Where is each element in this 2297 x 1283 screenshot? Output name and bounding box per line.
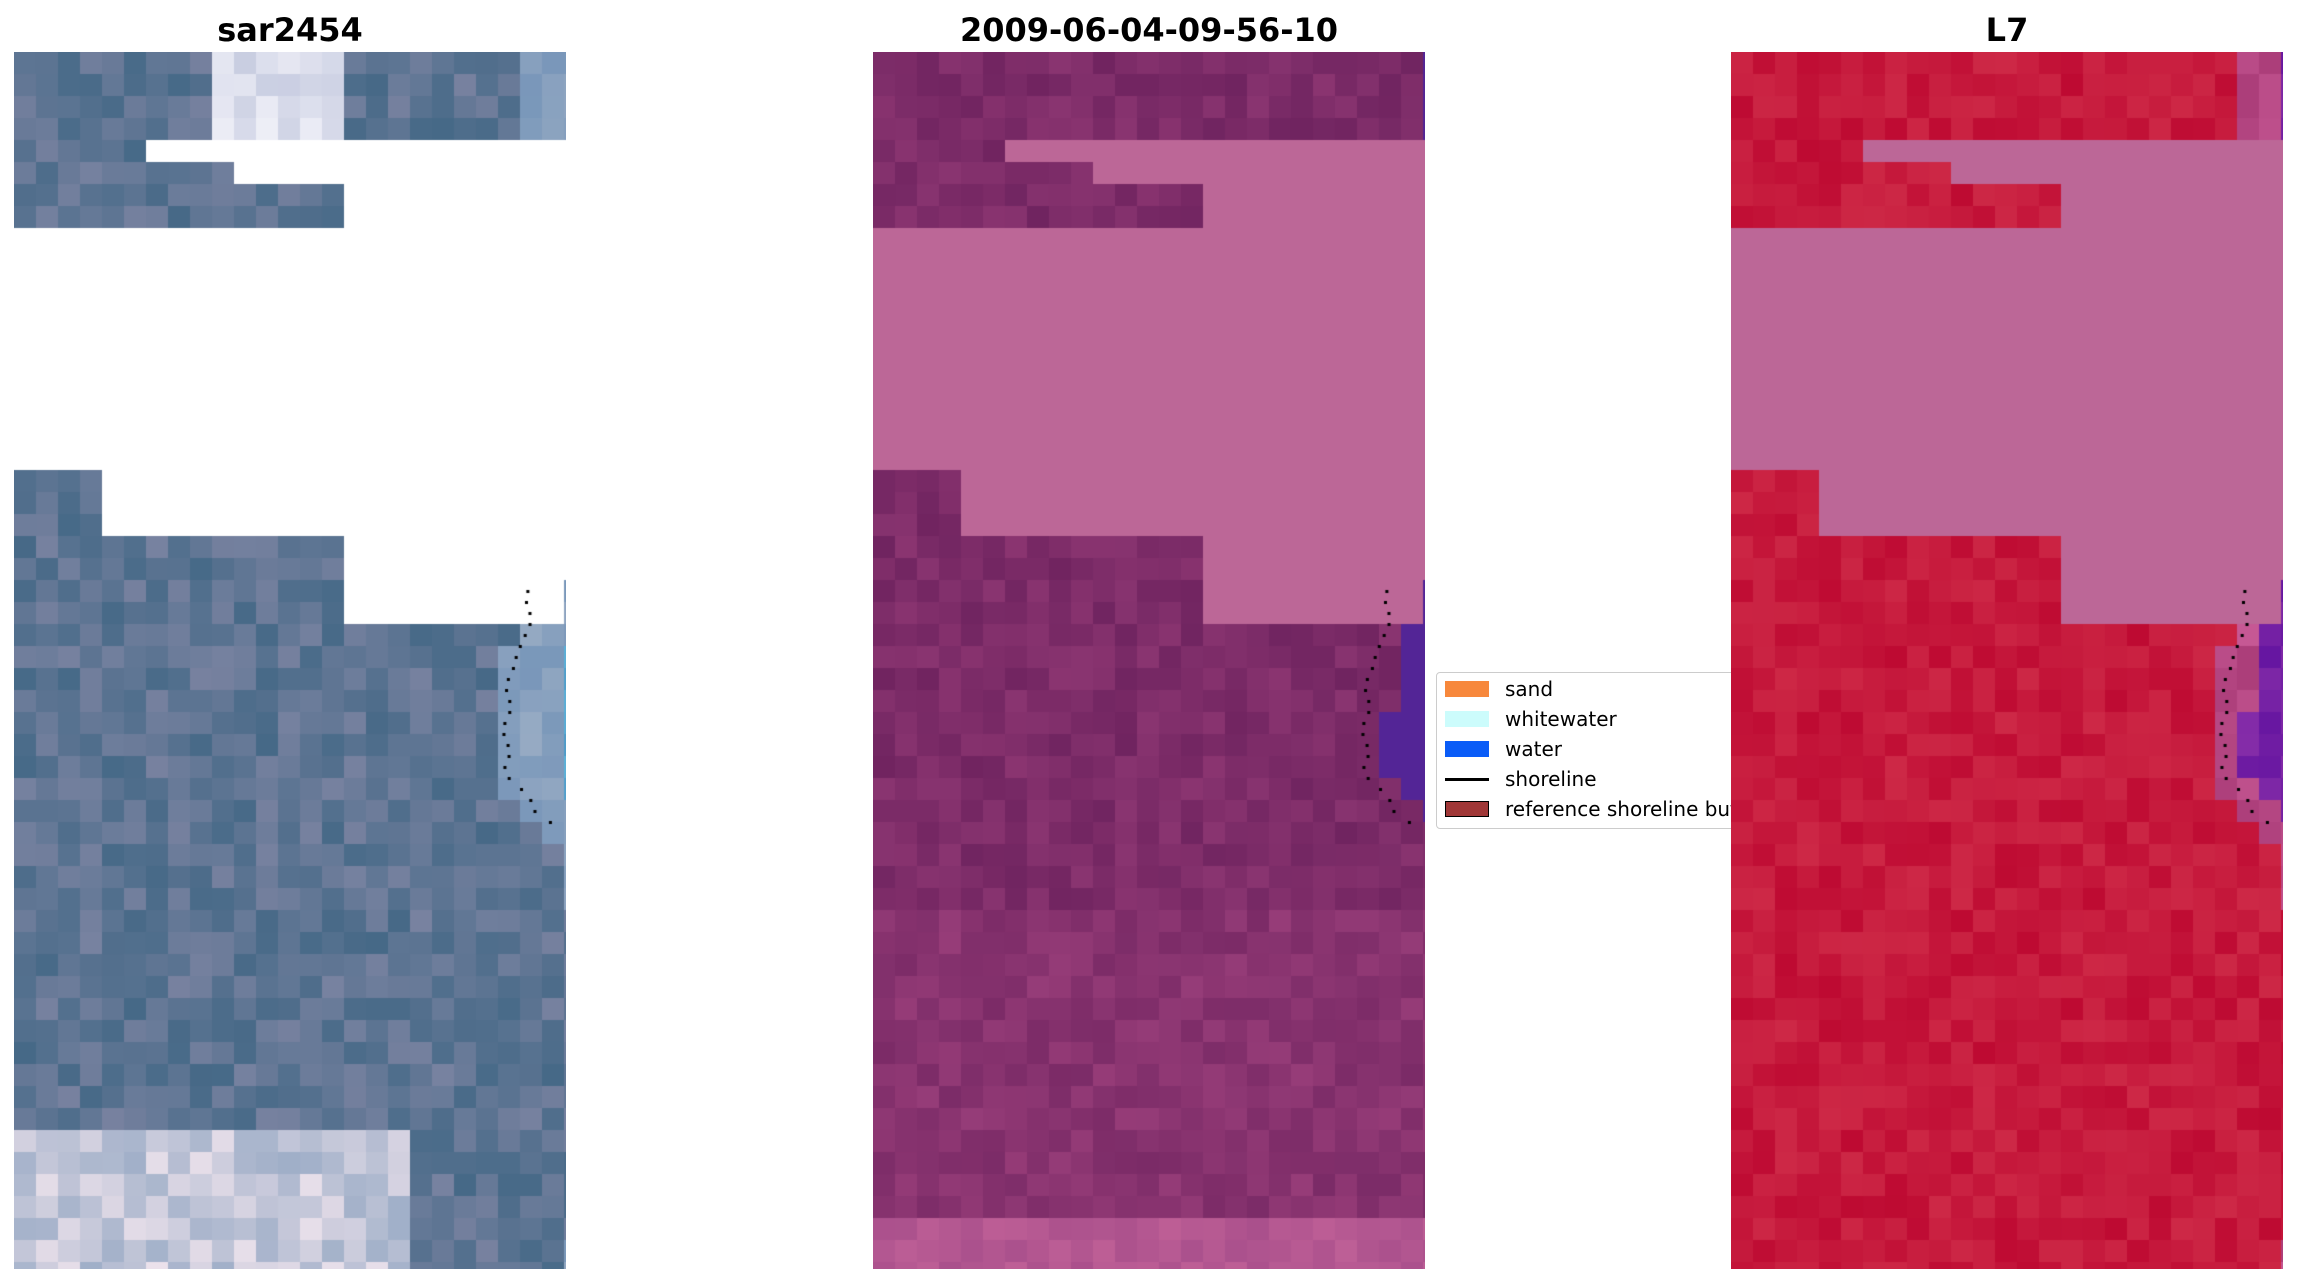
panel-title-rgb: sar2454 <box>217 11 363 49</box>
reference-buffer-swatch <box>1445 801 1489 817</box>
legend-item-shoreline: shoreline <box>1445 765 1597 793</box>
legend-label-sand: sand <box>1505 677 1554 701</box>
rgb-image-panel <box>14 52 566 1269</box>
rgb-image <box>14 52 566 1269</box>
classified-image <box>873 52 1425 1269</box>
panel-title-nir: L7 <box>1985 11 2029 49</box>
whitewater-swatch <box>1445 711 1489 727</box>
water-swatch <box>1445 741 1489 757</box>
legend-label-water: water <box>1505 737 1562 761</box>
nir-image <box>1731 52 2283 1269</box>
nir-image-panel <box>1731 52 2283 1269</box>
legend: sand whitewater water shoreline referenc… <box>1436 672 1736 829</box>
legend-item-sand: sand <box>1445 675 1553 703</box>
panel-title-classified: 2009-06-04-09-56-10 <box>959 11 1339 49</box>
shoreline-line <box>1445 777 1489 781</box>
legend-label-reference-buffer: reference shoreline buffer <box>1505 797 1736 821</box>
legend-item-whitewater: whitewater <box>1445 705 1617 733</box>
legend-item-reference-buffer: reference shoreline buffer <box>1445 795 1736 823</box>
legend-label-shoreline: shoreline <box>1505 767 1597 791</box>
classified-image-panel <box>873 52 1425 1269</box>
sand-swatch <box>1445 681 1489 697</box>
legend-item-water: water <box>1445 735 1562 763</box>
legend-label-whitewater: whitewater <box>1505 707 1617 731</box>
